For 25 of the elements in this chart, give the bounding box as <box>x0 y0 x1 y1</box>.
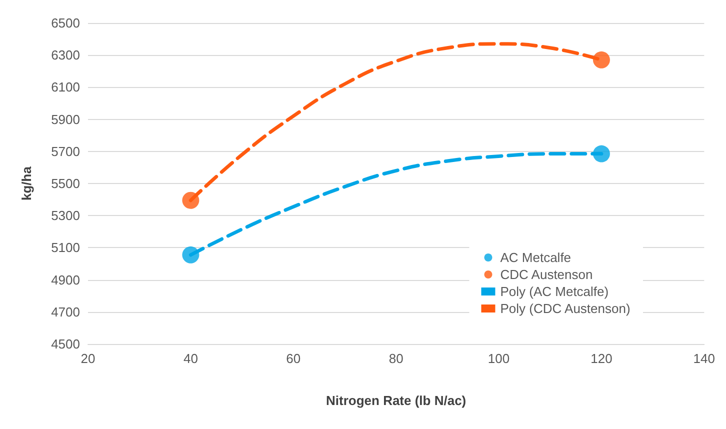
y-tick-label: 6100 <box>51 80 80 95</box>
x-tick-label: 40 <box>183 351 198 366</box>
y-tick-label: 5900 <box>51 112 80 127</box>
legend-label: Poly (AC Metcalfe) <box>500 284 609 299</box>
y-axis-title: kg/ha <box>19 166 34 200</box>
x-tick-label: 120 <box>590 351 612 366</box>
x-tick-label: 80 <box>388 351 404 366</box>
point <box>592 51 610 68</box>
x-axis-title: Nitrogen Rate (lb N/ac) <box>326 393 466 408</box>
y-tick-label: 5100 <box>51 240 80 256</box>
x-tick-label: 100 <box>488 351 510 366</box>
x-tick-label: 140 <box>693 351 716 366</box>
y-tick-label: 4900 <box>51 272 80 288</box>
y-tick-label: 4700 <box>51 304 80 320</box>
legend-label: AC Metcalfe <box>500 250 572 265</box>
y-tick-label: 6300 <box>51 48 80 63</box>
legend-label: Poly (CDC Austenson) <box>500 301 630 316</box>
x-tick-label: 20 <box>80 351 96 366</box>
y-tick-label: 5700 <box>51 144 80 159</box>
y-tick-label: 6500 <box>51 16 80 30</box>
y-tick-label: 4500 <box>51 336 80 352</box>
y-tick-label: 5500 <box>51 176 80 191</box>
legend-label: CDC Austenson <box>500 267 593 282</box>
x-tick-label: 60 <box>286 351 301 366</box>
y-tick-label: 5300 <box>51 208 80 224</box>
